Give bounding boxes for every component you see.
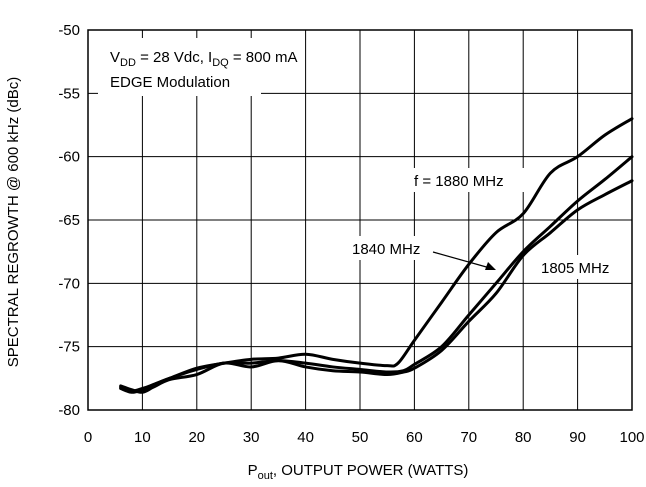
x-tick-labels: 0 10 20 30 40 50 60 70 80 90 100 (84, 429, 645, 446)
x-tick-label: 50 (352, 429, 369, 446)
x-axis-title: Pout, OUTPUT POWER (WATTS) (248, 462, 469, 482)
label-1840-arrow-line (432, 251, 491, 269)
x-tick-label: 100 (619, 429, 644, 446)
x-tick-label: 30 (243, 429, 260, 446)
y-axis-title: SPECTRAL REGROWTH @ 600 kHz (dBc) (5, 77, 22, 368)
y-tick-label: -75 (58, 339, 80, 356)
x-tick-label: 10 (134, 429, 151, 446)
series-label-1805: 1805 MHz (541, 260, 609, 277)
label-1880-bg (409, 168, 533, 192)
x-tick-label: 60 (406, 429, 423, 446)
x-tick-label: 40 (297, 429, 314, 446)
y-tick-label: -70 (58, 275, 80, 292)
plot-frame (87, 29, 633, 411)
conditions-box (98, 38, 261, 96)
y-tick-labels: -50 -55 -60 -65 -70 -75 -80 (58, 22, 80, 419)
x-tick-label: 80 (515, 429, 532, 446)
conditions-line-1: VDD = 28 Vdc, IDQ = 800 mA (110, 49, 298, 69)
y-tick-label: -50 (58, 22, 80, 39)
x-tick-label: 20 (188, 429, 205, 446)
series-group (119, 117, 634, 394)
label-1805-bg (538, 255, 622, 279)
y-tick-label: -55 (58, 85, 80, 102)
series-line-1805 (119, 179, 634, 394)
conditions-line-2: EDGE Modulation (110, 74, 230, 91)
label-1840-bg (349, 236, 433, 260)
series-label-1840: 1840 MHz (352, 241, 420, 258)
label-1840-arrow-head (485, 262, 496, 270)
x-tick-label: 70 (460, 429, 477, 446)
x-tick-label: 0 (84, 429, 92, 446)
y-tick-label: -60 (58, 149, 80, 166)
x-tick-label: 90 (569, 429, 586, 446)
y-tick-label: -80 (58, 402, 80, 419)
series-label-1880: f = 1880 MHz (414, 173, 504, 190)
y-tick-label: -65 (58, 212, 80, 229)
